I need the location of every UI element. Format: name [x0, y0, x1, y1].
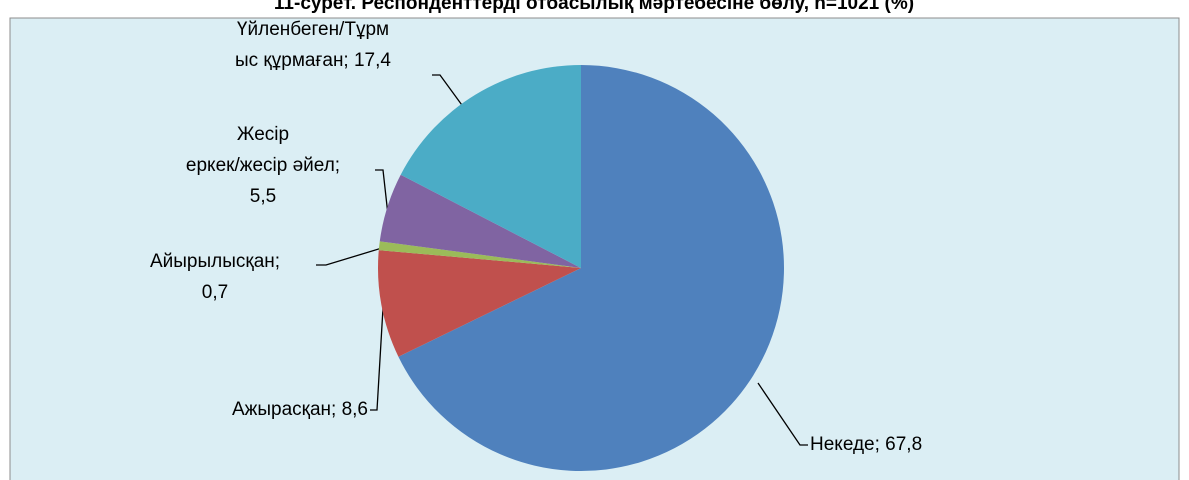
pie-slice	[398, 65, 784, 471]
leader-line	[370, 307, 384, 411]
data-label-line: Үйленбеген/Тұрм	[237, 19, 389, 40]
data-label-line: Айырылысқан;	[150, 251, 280, 272]
leader-line	[375, 169, 389, 216]
data-label: Ажырасқан; 8,6	[232, 399, 368, 420]
data-label-line: 0,7	[202, 282, 228, 303]
leader-line	[316, 247, 383, 266]
pie-slice	[400, 65, 581, 268]
data-label: Некеде; 67,8	[810, 434, 922, 455]
data-label-line: ыс құрмаған; 17,4	[235, 50, 391, 71]
leader-line	[757, 382, 808, 446]
pie-slice	[379, 174, 581, 268]
pie-slice	[378, 241, 581, 268]
data-label-line: 5,5	[250, 186, 276, 207]
data-label: Үйленбеген/Тұрм ыс құрмаған; 17,4	[235, 19, 391, 71]
chart-title: 11-сурет. Респонденттерді отбасылық мәрт…	[274, 0, 914, 14]
data-label: Айырылысқан; 0,7	[150, 251, 280, 303]
data-label: Жесір еркек/жесір әйел; 5,5	[186, 124, 340, 207]
data-label-line: Жесір	[237, 124, 289, 145]
pie-slice	[378, 250, 581, 357]
data-label-line: еркек/жесір әйел;	[186, 155, 340, 176]
